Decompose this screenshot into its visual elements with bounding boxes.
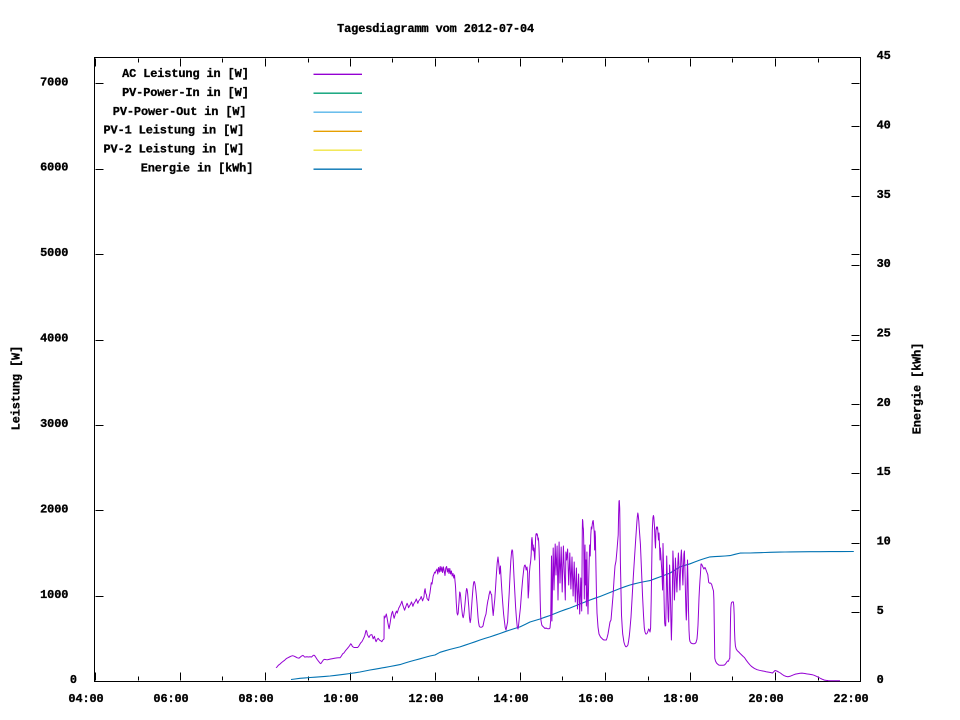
svg-text:25: 25 bbox=[877, 326, 891, 340]
svg-text:35: 35 bbox=[877, 188, 891, 202]
svg-text:10: 10 bbox=[877, 535, 891, 549]
svg-text:22:00: 22:00 bbox=[833, 692, 868, 706]
svg-text:PV-2 Leistung in [W]: PV-2 Leistung in [W] bbox=[104, 142, 245, 156]
svg-text:12:00: 12:00 bbox=[408, 692, 443, 706]
svg-text:0: 0 bbox=[70, 673, 77, 687]
svg-text:AC Leistung in [W]: AC Leistung in [W] bbox=[122, 67, 249, 81]
svg-text:20:00: 20:00 bbox=[748, 692, 783, 706]
svg-text:06:00: 06:00 bbox=[153, 692, 188, 706]
svg-text:20: 20 bbox=[877, 396, 891, 410]
svg-text:1000: 1000 bbox=[40, 588, 68, 602]
svg-text:Energie [kWh]: Energie [kWh] bbox=[910, 343, 924, 434]
svg-text:15: 15 bbox=[877, 465, 891, 479]
svg-text:Energie in [kWh]: Energie in [kWh] bbox=[141, 161, 254, 175]
svg-text:45: 45 bbox=[877, 49, 891, 63]
svg-text:18:00: 18:00 bbox=[663, 692, 698, 706]
svg-text:0: 0 bbox=[877, 673, 884, 687]
svg-text:10:00: 10:00 bbox=[323, 692, 358, 706]
svg-text:5: 5 bbox=[877, 604, 884, 618]
svg-text:Tagesdiagramm vom 2012-07-04: Tagesdiagramm vom 2012-07-04 bbox=[337, 22, 534, 36]
svg-text:Leistung [W]: Leistung [W] bbox=[10, 346, 24, 430]
svg-text:30: 30 bbox=[877, 257, 891, 271]
svg-text:14:00: 14:00 bbox=[493, 692, 528, 706]
svg-text:PV-Power-Out in [W]: PV-Power-Out in [W] bbox=[113, 105, 247, 119]
svg-text:16:00: 16:00 bbox=[578, 692, 613, 706]
svg-text:4000: 4000 bbox=[40, 332, 68, 346]
svg-text:PV-1 Leistung in [W]: PV-1 Leistung in [W] bbox=[104, 124, 245, 138]
svg-text:2000: 2000 bbox=[40, 502, 68, 516]
svg-text:40: 40 bbox=[877, 118, 891, 132]
svg-text:04:00: 04:00 bbox=[68, 692, 103, 706]
svg-text:5000: 5000 bbox=[40, 246, 68, 260]
svg-text:08:00: 08:00 bbox=[238, 692, 273, 706]
svg-text:6000: 6000 bbox=[40, 161, 68, 175]
svg-text:7000: 7000 bbox=[40, 75, 68, 89]
svg-text:PV-Power-In in [W]: PV-Power-In in [W] bbox=[122, 86, 249, 100]
svg-text:3000: 3000 bbox=[40, 417, 68, 431]
